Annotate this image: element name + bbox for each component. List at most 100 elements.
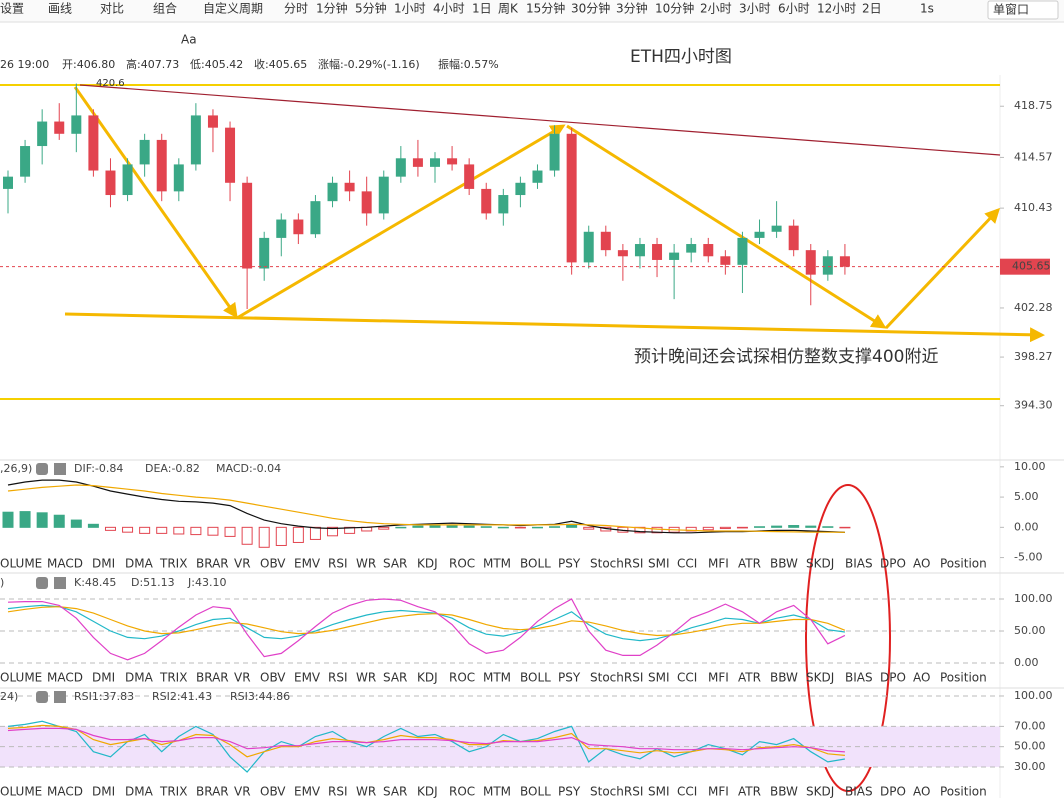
indicator-tab[interactable]: TRIX (159, 557, 187, 571)
indicator-tab[interactable]: RSI (328, 671, 348, 685)
indicator-tab[interactable]: CCI (677, 557, 697, 571)
indicator-tab[interactable]: EMV (294, 671, 321, 685)
period[interactable]: 4小时 (433, 2, 465, 16)
period[interactable]: 3小时 (739, 2, 771, 16)
indicator-tab[interactable]: EMV (294, 557, 321, 571)
period[interactable]: 1分钟 (316, 1, 348, 16)
close-icon[interactable] (54, 577, 66, 589)
custom-period[interactable]: 自定义周期 (203, 1, 263, 16)
indicator-tab[interactable]: TRIX (159, 785, 187, 799)
indicator-tab[interactable]: WR (356, 671, 376, 685)
period[interactable]: 2日 (862, 2, 882, 16)
indicator-tab[interactable]: PSY (558, 671, 581, 685)
period[interactable]: 2小时 (700, 2, 732, 16)
indicator-tab[interactable]: RSI (328, 557, 348, 571)
indicator-tab[interactable]: BBW (770, 557, 798, 571)
indicator-tab[interactable]: ROC (449, 785, 475, 799)
close-icon[interactable] (54, 691, 66, 703)
indicator-tab[interactable]: WR (356, 785, 376, 799)
settings-icon[interactable] (36, 577, 48, 589)
toolbar-button[interactable]: 画线 (48, 2, 72, 16)
period[interactable]: 30分钟 (571, 1, 610, 16)
indicator-tab[interactable]: MTM (483, 785, 511, 799)
indicator-tab[interactable]: MFI (708, 785, 729, 799)
indicator-tab[interactable]: OLUME (0, 671, 42, 685)
indicator-tab[interactable]: KDJ (417, 671, 438, 685)
toolbar-button[interactable]: 组合 (153, 1, 177, 16)
indicator-tab[interactable]: DMI (92, 785, 115, 799)
indicator-tab[interactable]: MFI (708, 557, 729, 571)
indicator-tab[interactable]: SAR (383, 785, 407, 799)
indicator-tab[interactable]: DPO (880, 671, 906, 685)
indicator-tab[interactable]: OBV (260, 557, 286, 571)
indicator-tab[interactable]: SMI (648, 557, 670, 571)
indicator-tab[interactable]: SAR (383, 557, 407, 571)
indicator-tab[interactable]: VR (234, 671, 251, 685)
indicator-tab[interactable]: BBW (770, 785, 798, 799)
indicator-tab[interactable]: DMA (125, 557, 154, 571)
indicator-tab[interactable]: MACD (47, 557, 83, 571)
indicator-tab[interactable]: MTM (483, 557, 511, 571)
indicator-tab[interactable]: ATR (738, 671, 761, 685)
indicator-tab[interactable]: OBV (260, 671, 286, 685)
indicator-tab[interactable]: Position (940, 557, 987, 571)
period[interactable]: 10分钟 (655, 1, 694, 16)
indicator-tab[interactable]: BIAS (845, 671, 873, 685)
indicator-tab[interactable]: DMI (92, 671, 115, 685)
settings-icon[interactable] (36, 463, 48, 475)
period[interactable]: 1小时 (394, 2, 426, 16)
indicator-tab[interactable]: BOLL (520, 557, 551, 571)
indicator-tab[interactable]: PSY (558, 557, 581, 571)
period[interactable]: 12小时 (817, 2, 856, 16)
period[interactable]: 分时 (284, 2, 308, 16)
indicator-tab[interactable]: StochRSI (590, 785, 643, 799)
indicator-tab[interactable]: MTM (483, 671, 511, 685)
indicator-tab[interactable]: BRAR (196, 557, 229, 571)
indicator-tab[interactable]: MFI (708, 671, 729, 685)
indicator-tab[interactable]: CCI (677, 785, 697, 799)
settings-icon[interactable] (36, 691, 48, 703)
indicator-tab[interactable]: ATR (738, 557, 761, 571)
period[interactable]: 6小时 (778, 2, 810, 16)
close-icon[interactable] (54, 463, 66, 475)
indicator-tab[interactable]: OLUME (0, 557, 42, 571)
indicator-tab[interactable]: StochRSI (590, 671, 643, 685)
indicator-tab[interactable]: PSY (558, 785, 581, 799)
indicator-tab[interactable]: TRIX (159, 671, 187, 685)
indicator-tab[interactable]: BRAR (196, 785, 229, 799)
indicator-tab[interactable]: ROC (449, 671, 475, 685)
text-tool[interactable]: Aa (181, 33, 197, 47)
indicator-tab[interactable]: StochRSI (590, 557, 643, 571)
indicator-tab[interactable]: MACD (47, 671, 83, 685)
period[interactable]: 5分钟 (355, 1, 387, 16)
indicator-tab[interactable]: RSI (328, 785, 348, 799)
indicator-tab[interactable]: Position (940, 785, 987, 799)
toolbar-button[interactable]: 设置 (0, 2, 24, 16)
period[interactable]: 1日 (472, 2, 492, 16)
indicator-tab[interactable]: DPO (880, 785, 906, 799)
indicator-tab[interactable]: AO (913, 785, 930, 799)
window-select[interactable]: 单窗口 (993, 3, 1029, 17)
window-box[interactable] (987, 0, 1059, 20)
indicator-tab[interactable]: EMV (294, 785, 321, 799)
indicator-tab[interactable]: DPO (880, 557, 906, 571)
indicator-tab[interactable]: BOLL (520, 785, 551, 799)
indicator-tab[interactable]: SKDJ (806, 557, 834, 571)
indicator-tab[interactable]: BIAS (845, 785, 873, 799)
indicator-tab[interactable]: Position (940, 671, 987, 685)
indicator-tab[interactable]: BRAR (196, 671, 229, 685)
indicator-tab[interactable]: ROC (449, 557, 475, 571)
speed[interactable]: 1s (920, 2, 934, 16)
indicator-tab[interactable]: AO (913, 557, 930, 571)
indicator-tab[interactable]: BBW (770, 671, 798, 685)
indicator-tab[interactable]: SAR (383, 671, 407, 685)
indicator-tab[interactable]: BIAS (845, 557, 873, 571)
period[interactable]: 周K (498, 2, 519, 16)
indicator-tab[interactable]: CCI (677, 671, 697, 685)
toolbar-button[interactable]: 对比 (100, 2, 124, 16)
indicator-tab[interactable]: SMI (648, 785, 670, 799)
period[interactable]: 15分钟 (526, 1, 565, 16)
indicator-tab[interactable]: DMI (92, 557, 115, 571)
indicator-tab[interactable]: SMI (648, 671, 670, 685)
indicator-tab[interactable]: BOLL (520, 671, 551, 685)
